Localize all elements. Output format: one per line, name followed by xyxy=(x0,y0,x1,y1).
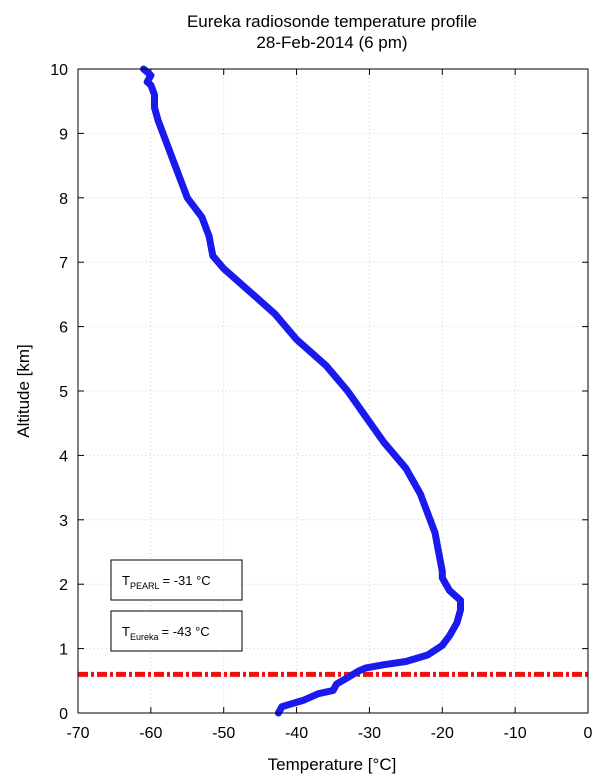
x-tick-label: -30 xyxy=(358,725,381,742)
annotation-pearl-value: = -31 °C xyxy=(162,573,210,588)
x-tick-label: -70 xyxy=(66,725,89,742)
x-tick-label: -10 xyxy=(504,725,527,742)
y-tick-label: 4 xyxy=(59,448,68,465)
annotation-box-pearl: TPEARL = -31 °C xyxy=(110,559,243,601)
annotation-pearl-t: T xyxy=(122,573,130,588)
annotation-eureka-label: TEureka = -43 °C xyxy=(122,624,210,642)
y-tick-label: 6 xyxy=(59,320,68,337)
y-tick-label: 1 xyxy=(59,642,68,659)
annotation-eureka-t: T xyxy=(122,624,130,639)
chart-subtitle: 28-Feb-2014 (6 pm) xyxy=(256,33,407,52)
annotation-pearl-label: TPEARL = -31 °C xyxy=(122,573,211,591)
x-axis-label: Temperature [°C] xyxy=(268,755,397,774)
x-tick-label: -40 xyxy=(285,725,308,742)
x-axis-ticks: -70 -60 -50 -40 -30 -20 -10 0 xyxy=(66,69,593,742)
x-tick-label: -50 xyxy=(212,725,235,742)
y-axis-ticks: 0 1 2 3 4 5 6 7 8 9 10 xyxy=(50,62,588,723)
y-tick-label: 5 xyxy=(59,384,68,401)
y-tick-label: 2 xyxy=(59,577,68,594)
y-tick-label: 8 xyxy=(59,191,68,208)
chart-title: Eureka radiosonde temperature profile xyxy=(187,12,477,31)
y-tick-label: 9 xyxy=(59,126,68,143)
y-tick-label: 10 xyxy=(50,62,68,79)
annotation-box-eureka: TEureka = -43 °C xyxy=(110,610,243,652)
annotation-pearl-sub: PEARL xyxy=(130,581,160,591)
plot-frame xyxy=(77,68,589,714)
temperature-series-line xyxy=(140,65,464,717)
annotation-eureka-sub: Eureka xyxy=(130,632,159,642)
y-tick-label: 7 xyxy=(59,255,68,272)
x-tick-label: 0 xyxy=(584,725,593,742)
annotation-eureka-value: = -43 °C xyxy=(161,624,209,639)
x-tick-label: -60 xyxy=(139,725,162,742)
x-tick-label: -20 xyxy=(431,725,454,742)
y-tick-label: 3 xyxy=(59,513,68,530)
y-axis-label: Altitude [km] xyxy=(14,344,33,438)
y-tick-label: 0 xyxy=(59,706,68,723)
